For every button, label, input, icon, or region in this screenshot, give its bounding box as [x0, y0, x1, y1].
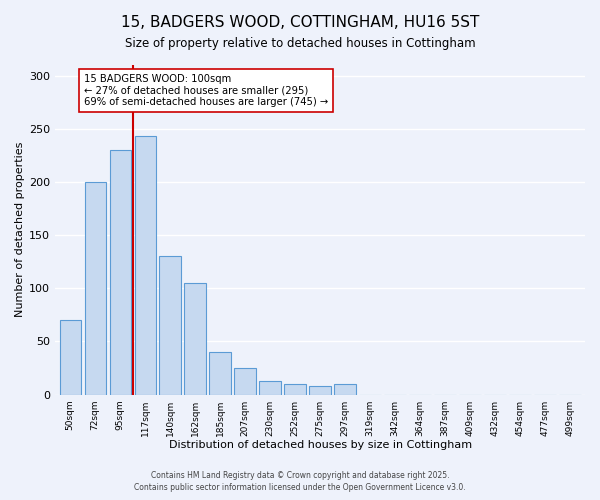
- Bar: [134, 136, 156, 394]
- Bar: [284, 384, 306, 394]
- Bar: [85, 182, 106, 394]
- Bar: [184, 283, 206, 395]
- Bar: [110, 150, 131, 394]
- Bar: [334, 384, 356, 394]
- Bar: [310, 386, 331, 394]
- Bar: [259, 381, 281, 394]
- Text: 15, BADGERS WOOD, COTTINGHAM, HU16 5ST: 15, BADGERS WOOD, COTTINGHAM, HU16 5ST: [121, 15, 479, 30]
- Bar: [160, 256, 181, 394]
- Bar: [59, 320, 81, 394]
- X-axis label: Distribution of detached houses by size in Cottingham: Distribution of detached houses by size …: [169, 440, 472, 450]
- Text: Contains HM Land Registry data © Crown copyright and database right 2025.
Contai: Contains HM Land Registry data © Crown c…: [134, 471, 466, 492]
- Y-axis label: Number of detached properties: Number of detached properties: [15, 142, 25, 318]
- Bar: [209, 352, 231, 395]
- Bar: [235, 368, 256, 394]
- Text: Size of property relative to detached houses in Cottingham: Size of property relative to detached ho…: [125, 38, 475, 51]
- Text: 15 BADGERS WOOD: 100sqm
← 27% of detached houses are smaller (295)
69% of semi-d: 15 BADGERS WOOD: 100sqm ← 27% of detache…: [84, 74, 328, 106]
